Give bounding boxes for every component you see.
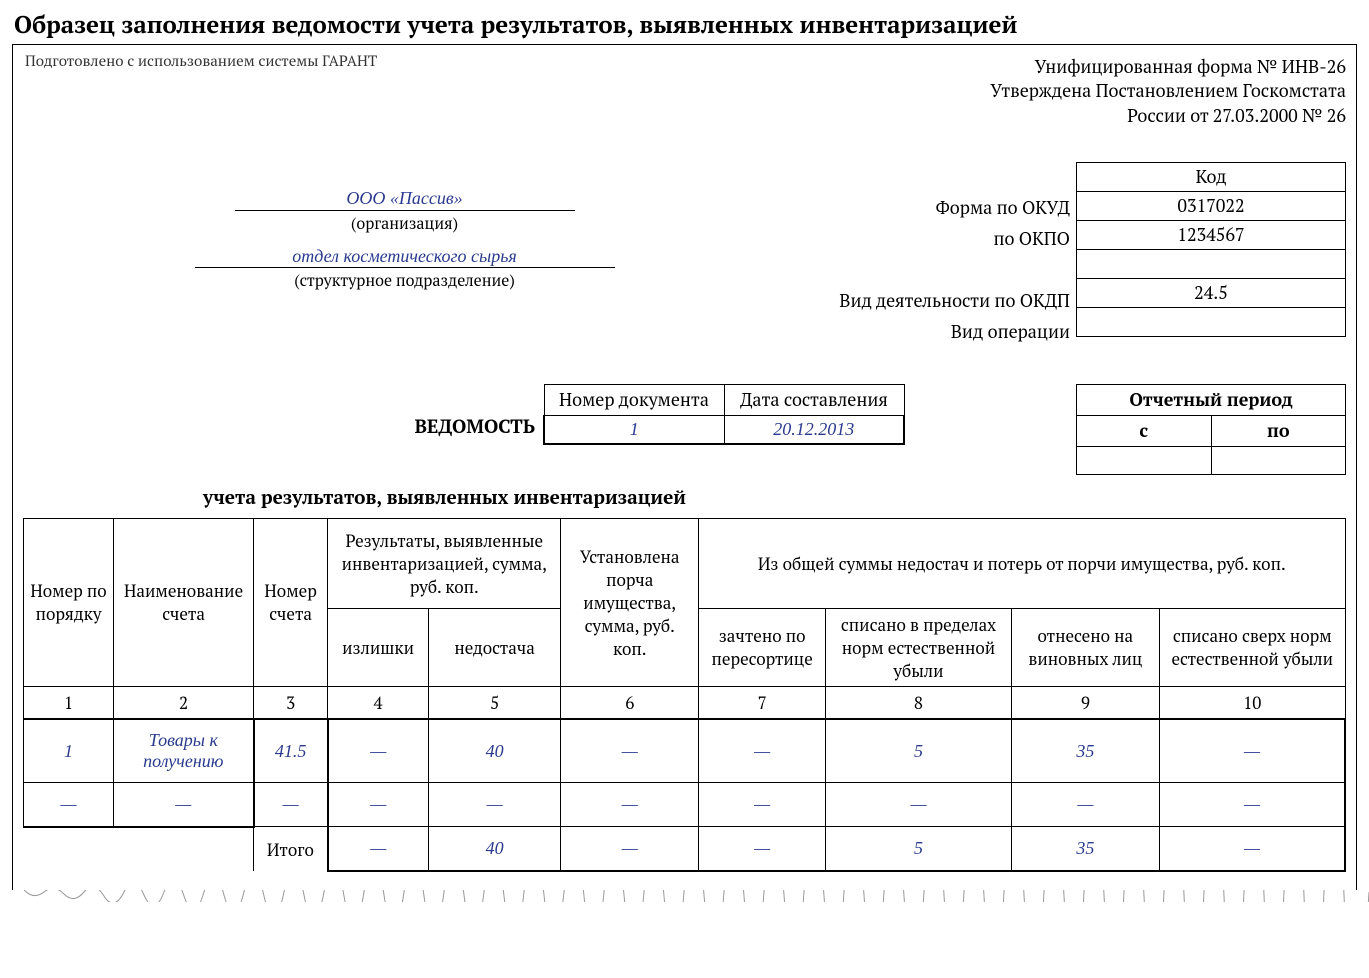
tc7: —	[699, 827, 826, 871]
torn-edge	[24, 890, 1369, 902]
col-10: списано сверх норм естественной убыли	[1160, 608, 1345, 686]
org-dept-caption: (структурное подразделение)	[23, 269, 786, 291]
r1c4: —	[328, 719, 429, 783]
coln-9: 9	[1011, 686, 1159, 719]
date-label: Дата составления	[724, 384, 904, 415]
total-label: Итого	[254, 827, 328, 871]
r1c6: —	[561, 719, 699, 783]
tc6: —	[561, 827, 699, 871]
num-label: Номер документа	[544, 384, 724, 415]
r2c1: —	[24, 783, 114, 827]
page-title: Образец заполнения ведомости учета резул…	[14, 8, 1357, 40]
coln-1: 1	[24, 686, 114, 719]
r2c4: —	[328, 783, 429, 827]
col-7: зачтено по пересортице	[699, 608, 826, 686]
r1c3: 41.5	[254, 719, 328, 783]
period-to-label: по	[1211, 415, 1346, 446]
coln-4: 4	[328, 686, 429, 719]
form-sheet: Подготовлено с использованием системы ГА…	[12, 44, 1357, 890]
code-header: Код	[1077, 162, 1346, 191]
r1c2: Товары к получе­нию	[114, 719, 254, 783]
coln-7: 7	[699, 686, 826, 719]
col-4: излишки	[328, 608, 429, 686]
organization-block: ООО «Пассив» (организация) отдел космети…	[23, 162, 786, 291]
coln-8: 8	[826, 686, 1011, 719]
r1c10: —	[1160, 719, 1345, 783]
code-okdp: 24.5	[1077, 278, 1346, 307]
org-name: ООО «Пассив»	[235, 188, 575, 211]
approval-line3: России от 27.03.2000 № 26	[23, 104, 1346, 128]
coln-5: 5	[428, 686, 560, 719]
code-okpo: 1234567	[1077, 220, 1346, 249]
period-to	[1211, 446, 1346, 474]
doc-title: ВЕДОМОСТЬ	[23, 384, 535, 439]
approval-line2: Утверждена Постановлением Госкомстата	[23, 79, 1346, 103]
col-9: отнесено на виновных лиц	[1011, 608, 1159, 686]
tc8: 5	[826, 827, 1011, 871]
r2c7: —	[699, 783, 826, 827]
code-labels: Форма по ОКУД по ОКПО Вид деятельности п…	[786, 162, 1076, 348]
period-header: Отчетный период	[1077, 384, 1346, 415]
col-8: списано в пределах норм естественной убы…	[826, 608, 1011, 686]
col-1: Номер по порядку	[24, 518, 114, 686]
tc5: 40	[428, 827, 560, 871]
org-name-caption: (организация)	[23, 212, 786, 234]
r2c2: —	[114, 783, 254, 827]
r2c5: —	[428, 783, 560, 827]
code-blank	[1077, 249, 1346, 278]
r1c1: 1	[24, 719, 114, 783]
coln-3: 3	[254, 686, 328, 719]
r1c8: 5	[826, 719, 1011, 783]
doc-date: 20.12.2013	[724, 415, 904, 444]
tc9: 35	[1011, 827, 1159, 871]
label-okud: Форма по ОКУД	[786, 193, 1070, 224]
period-table: Отчетный период с по	[1076, 384, 1346, 475]
r1c7: —	[699, 719, 826, 783]
period-from-label: с	[1077, 415, 1212, 446]
tc4: —	[328, 827, 429, 871]
r1c5: 40	[428, 719, 560, 783]
col-3: Номер счета	[254, 518, 328, 686]
code-table: Код 0317022 1234567 24.5	[1076, 162, 1346, 337]
r1c9: 35	[1011, 719, 1159, 783]
r2c6: —	[561, 783, 699, 827]
coln-6: 6	[561, 686, 699, 719]
col-7-10-group: Из общей суммы недостач и потерь от порч…	[699, 518, 1345, 608]
org-dept: отдел косметического сырья	[195, 246, 615, 269]
coln-10: 10	[1160, 686, 1345, 719]
r2c9: —	[1011, 783, 1159, 827]
col-5: недостача	[428, 608, 560, 686]
tc10: —	[1160, 827, 1345, 871]
r2c8: —	[826, 783, 1011, 827]
main-table: Номер по порядку Наименование счета Номе…	[23, 518, 1346, 872]
doc-subtitle: учета результатов, выявленных инвентариз…	[203, 485, 1346, 510]
r2c3: —	[254, 783, 328, 827]
code-okud: 0317022	[1077, 191, 1346, 220]
col-2: Наименование счета	[114, 518, 254, 686]
col-6: Установлена порча имущества, сумма, руб.…	[561, 518, 699, 686]
code-operation	[1077, 307, 1346, 336]
r2c10: —	[1160, 783, 1345, 827]
coln-2: 2	[114, 686, 254, 719]
label-operation: Вид операции	[786, 317, 1070, 348]
doc-number: 1	[544, 415, 724, 444]
label-okpo: по ОКПО	[786, 224, 1070, 255]
doc-number-date-table: Номер документа Дата составления 1 20.12…	[543, 384, 905, 445]
col-4-5-group: Результаты, выявленные инвентаризацией, …	[328, 518, 561, 608]
period-from	[1077, 446, 1212, 474]
label-okdp: Вид деятельности по ОКДП	[786, 286, 1070, 317]
